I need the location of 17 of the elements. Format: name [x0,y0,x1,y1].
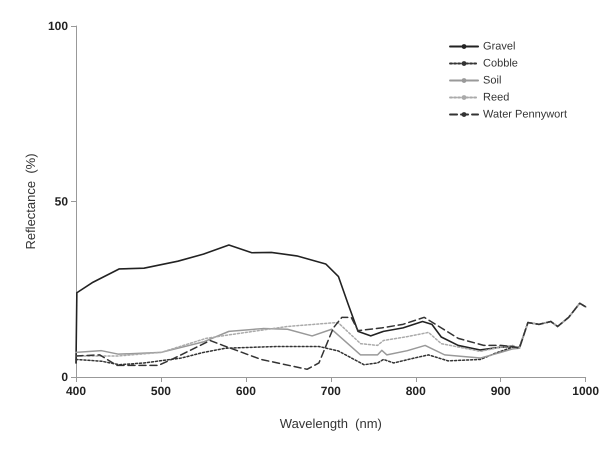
x-tick-label: 800 [406,384,426,398]
x-tick-label: 600 [236,384,256,398]
y-tick-label: 0 [61,370,68,384]
x-axis-title: Wavelength (nm) [280,416,382,431]
legend-label: Cobble [483,58,518,70]
legend-label: Reed [483,92,510,104]
y-tick-label: 50 [54,194,68,208]
legend-label: Soil [483,74,502,86]
x-tick-label: 400 [66,384,86,398]
x-tick-label: 700 [320,384,342,398]
x-tick-label: 500 [150,384,172,398]
legend-label: Water Pennywort [483,108,568,120]
y-axis-title: Reflectance (%) [23,153,38,250]
x-tick-label: 1000 [572,384,600,398]
legend-label: Gravel [483,40,516,52]
x-tick-label: 900 [490,384,512,398]
y-tick-label: 100 [48,19,68,33]
